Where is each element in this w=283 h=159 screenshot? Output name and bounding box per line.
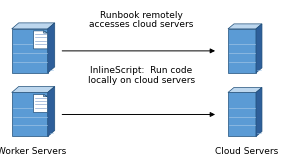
Text: locally on cloud servers: locally on cloud servers (88, 76, 195, 85)
Polygon shape (48, 23, 55, 73)
Polygon shape (48, 86, 55, 136)
Polygon shape (228, 29, 256, 73)
Polygon shape (228, 24, 262, 29)
Polygon shape (228, 93, 256, 136)
Text: InlineScript:  Run code: InlineScript: Run code (90, 66, 193, 75)
Polygon shape (44, 31, 48, 33)
Polygon shape (33, 94, 48, 112)
Polygon shape (228, 87, 262, 93)
Polygon shape (12, 29, 48, 73)
Polygon shape (12, 86, 55, 93)
Text: Runbook remotely: Runbook remotely (100, 11, 183, 20)
Text: accesses cloud servers: accesses cloud servers (89, 20, 194, 29)
Text: Cloud Servers: Cloud Servers (215, 147, 278, 156)
Polygon shape (256, 87, 262, 136)
Text: Worker Servers: Worker Servers (0, 147, 66, 156)
Polygon shape (256, 24, 262, 73)
Polygon shape (44, 94, 48, 97)
Polygon shape (12, 23, 55, 29)
Polygon shape (33, 31, 48, 49)
Polygon shape (12, 93, 48, 136)
